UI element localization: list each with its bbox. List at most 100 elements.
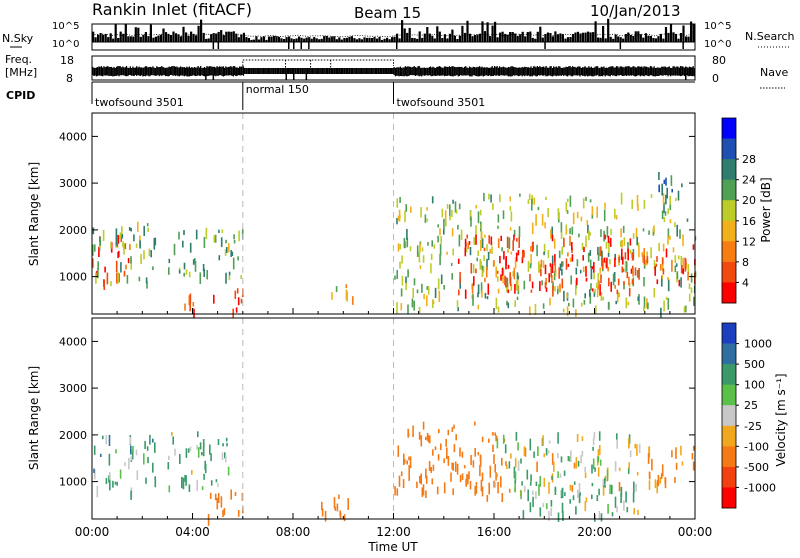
data-cell: [575, 285, 577, 296]
data-cell: [225, 437, 228, 442]
data-cell: [203, 443, 205, 448]
freq-bar: [250, 68, 252, 74]
data-cell: [494, 464, 496, 473]
freq-bar: [399, 66, 402, 76]
freq-bar: [119, 66, 121, 76]
data-cell: [220, 237, 223, 248]
data-cell: [676, 224, 678, 237]
data-cell: [683, 306, 686, 313]
data-cell: [105, 478, 108, 485]
data-cell: [455, 209, 458, 214]
data-cell: [531, 241, 534, 253]
data-cell: [447, 456, 450, 466]
data-cell: [477, 292, 479, 298]
data-cell: [529, 274, 531, 282]
data-cell: [426, 207, 428, 211]
nsky-bar: [300, 37, 303, 42]
freq-bar: [232, 66, 234, 77]
nsky-panel: N.Sky 10^5 10^0 10^5 10^0 N.Search: [2, 18, 795, 51]
data-cell: [614, 208, 616, 219]
freq-bar: [644, 66, 647, 76]
data-cell: [233, 239, 236, 244]
data-cell: [537, 206, 540, 211]
freq-bar: [311, 68, 314, 74]
freq-bar: [603, 66, 605, 76]
freq-bar: [450, 67, 452, 77]
freq-bar: [497, 67, 500, 76]
data-cell: [607, 252, 610, 257]
data-cell: [648, 471, 651, 480]
nsky-bar: [338, 37, 341, 42]
freq-bar: [486, 67, 488, 76]
nsky-bar: [667, 32, 670, 42]
data-cell: [606, 469, 609, 482]
freq-bar: [271, 68, 273, 74]
colorbar-tick-label: -1000: [744, 481, 776, 494]
data-cell: [685, 259, 687, 265]
data-cell: [110, 241, 112, 249]
freq-bar: [545, 66, 547, 77]
freq-bar: [585, 67, 587, 76]
data-cell: [136, 470, 139, 481]
data-cell: [590, 283, 592, 291]
freq-bar: [413, 66, 415, 76]
freq-bar: [683, 67, 685, 76]
freq-bar: [201, 67, 203, 76]
freq-label-line2: [MHz]: [5, 66, 37, 79]
data-cell: [454, 461, 457, 472]
freq-bar: [178, 67, 180, 77]
freq-bar: [380, 68, 383, 74]
freq-bar: [227, 66, 229, 76]
data-cell: [597, 456, 599, 463]
data-cell: [508, 461, 511, 469]
data-cell: [563, 290, 565, 302]
data-cell: [451, 228, 454, 237]
data-cell: [148, 248, 151, 257]
freq-bar: [453, 66, 456, 76]
freq-bar: [609, 66, 611, 77]
nsky-bar: [147, 36, 150, 42]
nsky-bar: [315, 38, 318, 42]
data-cell: [561, 502, 564, 513]
data-cell: [397, 215, 400, 221]
data-cell: [470, 455, 472, 466]
data-cell: [188, 484, 191, 492]
freq-bar: [656, 67, 658, 76]
data-cell: [541, 280, 543, 286]
nsky-bar: [456, 39, 459, 42]
data-cell: [92, 258, 94, 268]
nsky-bar: [283, 39, 286, 42]
data-cell: [484, 277, 486, 283]
freq-bar: [264, 68, 266, 74]
freq-bar: [348, 68, 350, 74]
data-cell: [551, 453, 554, 465]
data-cell: [585, 235, 587, 248]
data-cell: [661, 275, 664, 279]
data-cell: [517, 460, 520, 472]
data-cell: [397, 445, 400, 457]
freq-bar: [100, 66, 103, 76]
data-cell: [557, 432, 559, 444]
data-cell: [474, 486, 476, 496]
freq-bar: [185, 67, 187, 76]
data-cell: [456, 463, 459, 475]
data-cell: [621, 248, 623, 261]
freq-bar: [466, 67, 468, 76]
data-cell: [548, 273, 550, 283]
data-cell: [591, 494, 593, 500]
freq-bar: [285, 68, 287, 74]
data-cell: [568, 456, 571, 462]
data-cell: [688, 293, 691, 302]
data-cell: [622, 268, 625, 273]
nsky-bar: [501, 31, 504, 42]
data-cell: [404, 241, 406, 249]
data-cell: [641, 252, 644, 257]
nsky-bar: [436, 26, 439, 42]
nsky-bar: [245, 37, 248, 42]
freq-bar: [550, 66, 552, 77]
data-cell: [589, 259, 592, 269]
freq-bar: [350, 68, 353, 74]
freq-bar: [387, 68, 389, 74]
beam-label: Beam 15: [354, 4, 421, 22]
data-cell: [607, 503, 609, 514]
